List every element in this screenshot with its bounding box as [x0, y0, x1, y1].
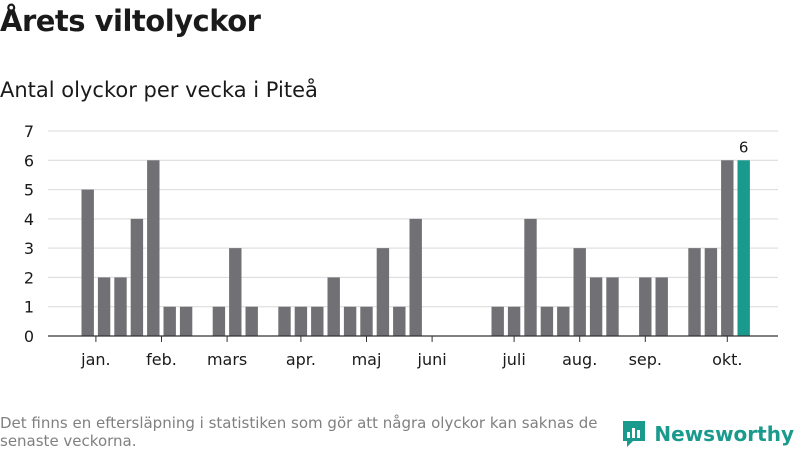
y-tick-label: 5 [24, 181, 34, 200]
bar [97, 277, 111, 336]
newsworthy-logo-icon [623, 421, 646, 447]
y-tick-label: 6 [24, 151, 34, 170]
bar [704, 248, 718, 336]
data-label: 6 [739, 138, 749, 156]
bar [589, 277, 603, 336]
bar-chart: 0 1 2 3 4 5 6 7 jan. feb. mars apr. maj juni juli aug. s… [24, 122, 778, 369]
brand-name: Newsworthy [654, 422, 794, 446]
bar [376, 248, 390, 336]
bar [524, 218, 537, 336]
brand[interactable]: Newsworthy [621, 419, 794, 449]
bar [540, 306, 554, 336]
bar [130, 218, 144, 336]
bar [311, 306, 324, 336]
y-tick-label: 4 [24, 210, 34, 229]
bar [179, 306, 193, 336]
bar [606, 277, 619, 336]
bar [409, 218, 422, 336]
bar [229, 248, 242, 336]
x-tick-label: juni [417, 350, 447, 369]
x-tick-label: jan. [80, 350, 110, 369]
bar [491, 306, 504, 336]
x-tick-label: apr. [286, 350, 316, 369]
x-tick-label: maj [352, 350, 382, 369]
x-tick-label: juli [501, 350, 525, 369]
bar [327, 277, 340, 336]
x-tick-label: aug. [562, 350, 597, 369]
chart-subtitle: Antal olyckor per vecka i Piteå [0, 78, 318, 102]
bar [721, 160, 734, 336]
bar [245, 306, 258, 336]
bar [393, 306, 406, 336]
bar [212, 306, 226, 336]
x-tick-label: okt. [712, 350, 742, 369]
bar [557, 306, 570, 336]
footnote: Det finns en eftersläpning i statistiken… [0, 414, 598, 450]
y-tick-label: 1 [24, 298, 34, 317]
bar [278, 306, 291, 336]
y-tick-label: 3 [24, 239, 34, 258]
bar [655, 277, 668, 336]
bar [360, 306, 373, 336]
bar [573, 248, 586, 336]
bar [163, 306, 176, 336]
bar [507, 306, 521, 336]
bar [294, 306, 308, 336]
y-tick-label: 7 [24, 122, 34, 141]
bar [737, 160, 750, 336]
bar [114, 277, 127, 336]
y-tick-label: 0 [24, 327, 34, 346]
bar [343, 306, 357, 336]
bar [147, 160, 160, 336]
chart-title: Årets viltolyckor [0, 4, 261, 38]
bar [639, 277, 652, 336]
bar [81, 189, 94, 336]
bar [688, 248, 701, 336]
x-tick-label: sep. [629, 350, 662, 369]
x-tick-label: mars [207, 350, 247, 369]
x-tick-label: feb. [146, 350, 177, 369]
y-tick-label: 2 [24, 268, 34, 287]
